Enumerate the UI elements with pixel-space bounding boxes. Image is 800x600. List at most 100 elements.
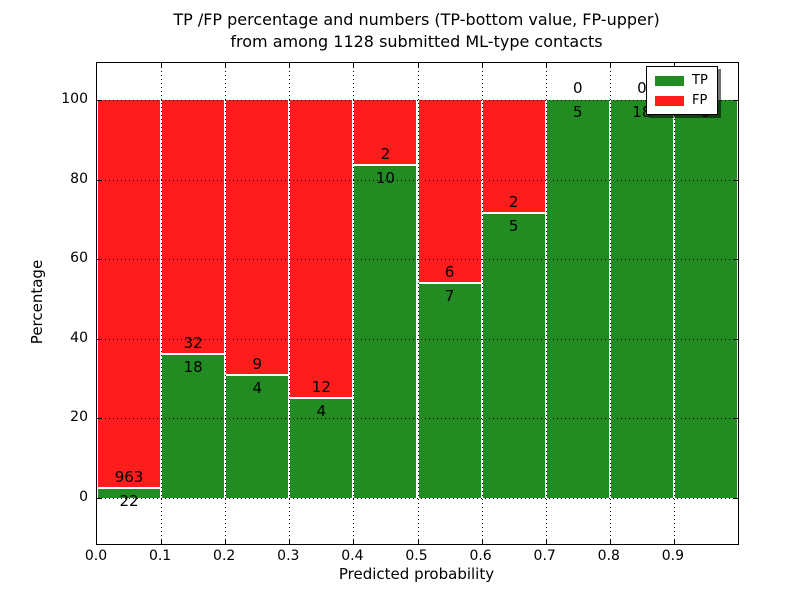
tp-bar-segment [162, 354, 225, 498]
x-tick-top [225, 63, 227, 68]
x-gridline [545, 63, 547, 544]
x-tick-bottom [481, 539, 483, 544]
tp-bar-segment [610, 100, 673, 498]
y-tick-right [733, 259, 738, 261]
x-tick-label: 0.1 [148, 548, 172, 564]
y-tick-left [97, 338, 102, 340]
x-tick-top [417, 63, 419, 68]
x-tick-top [353, 63, 355, 68]
fp-bar-segment [98, 100, 161, 488]
y-tick-label: 0 [79, 489, 88, 505]
x-gridline [481, 63, 483, 544]
x-gridline [673, 63, 675, 544]
x-tick-bottom [417, 539, 419, 544]
tp-bar-segment [546, 100, 609, 498]
legend-entry-label: TP [692, 73, 708, 88]
x-tick-bottom [225, 539, 227, 544]
tp-count-label: 7 [444, 286, 455, 305]
x-tick-label: 0.9 [661, 548, 685, 564]
y-tick-right [733, 498, 738, 499]
x-tick-label: 0.5 [405, 548, 428, 564]
x-tick-bottom [289, 539, 291, 544]
x-tick-label: 0.2 [213, 548, 236, 564]
x-tick-top [289, 63, 291, 68]
chart-title-line2: from among 1128 submitted ML-type contac… [230, 32, 603, 51]
tp-count-label: 5 [572, 103, 583, 121]
y-tick-right [733, 100, 738, 101]
tp-count-label: 5 [508, 216, 519, 235]
chart-title: TP /FP percentage and numbers (TP-bottom… [96, 9, 737, 53]
tp-bar-segment [98, 489, 161, 498]
y-tick-left [97, 498, 102, 499]
x-tick-top [673, 63, 675, 68]
legend-entry: TP [655, 74, 708, 87]
fp-count-label: 6 [444, 262, 455, 281]
x-tick-bottom [161, 539, 163, 544]
x-tick-top [481, 63, 483, 68]
fp-count-label: 2 [508, 192, 519, 211]
fp-bar-segment [226, 100, 289, 374]
tp-count-label: 4 [316, 401, 327, 420]
x-tick-bottom [353, 539, 355, 544]
y-tick-left [97, 418, 102, 420]
x-tick-bottom [545, 539, 547, 544]
x-tick-label: 0.7 [533, 548, 556, 564]
fp-count-label: 32 [183, 333, 203, 352]
tp-count-label: 22 [119, 492, 139, 511]
tp-count-label: 18 [183, 357, 203, 376]
legend: TP FP [646, 66, 718, 115]
x-tick-label: 0.4 [341, 548, 364, 564]
x-gridline [417, 63, 419, 544]
x-tick-label: 0.8 [597, 548, 620, 564]
x-axis-label: Predicted probability [338, 565, 495, 583]
chart-title-line1: TP /FP percentage and numbers (TP-bottom… [173, 10, 660, 29]
tp-legend-swatch [655, 75, 684, 86]
y-tick-label: 100 [61, 91, 88, 107]
legend-entry-label: FP [692, 93, 708, 108]
tp-bar-segment [226, 375, 289, 498]
x-tick-top [545, 63, 547, 68]
fp-count-label: 2 [380, 145, 391, 164]
y-tick-left [97, 179, 102, 181]
y-tick-label: 60 [70, 250, 88, 267]
tp-count-label: 10 [375, 169, 395, 188]
fp-legend-swatch [655, 95, 684, 106]
x-tick-bottom [673, 539, 675, 544]
y-tick-right [733, 418, 738, 420]
fp-count-label: 12 [311, 377, 331, 396]
y-tick-left [97, 100, 102, 101]
fp-bar-segment [482, 100, 545, 212]
fp-bar-segment [354, 100, 417, 165]
y-tick-label: 40 [70, 329, 88, 346]
x-tick-top [161, 63, 163, 68]
x-tick-bottom [609, 539, 611, 544]
y-tick-left [97, 259, 102, 261]
y-tick-right [733, 179, 738, 181]
legend-entry: FP [655, 94, 708, 107]
x-gridline [161, 63, 163, 544]
x-gridline [609, 63, 611, 544]
fp-count-label: 0 [637, 79, 647, 97]
x-tick-label: 0.3 [277, 548, 300, 564]
fp-count-label: 0 [572, 79, 583, 97]
tp-bar-segment [354, 166, 417, 498]
tp-count-label: 4 [252, 378, 262, 397]
x-tick-top [609, 63, 611, 68]
y-tick-right [733, 338, 738, 340]
tp-bar-segment [290, 398, 353, 498]
y-tick-label: 20 [70, 409, 88, 426]
x-gridline [353, 63, 355, 544]
y-tick-label: 80 [70, 170, 88, 187]
fp-count-label: 9 [252, 354, 262, 373]
tp-bar-segment [482, 213, 545, 498]
tp-bar-segment [674, 100, 737, 498]
x-tick-label: 0.6 [469, 548, 492, 564]
fp-bar-segment [418, 100, 481, 282]
fp-bar-segment [162, 100, 225, 353]
fp-count-label: 963 [114, 468, 144, 487]
x-tick-label: 0.0 [84, 548, 108, 564]
tp-bar-segment [418, 283, 481, 498]
x-gridline [289, 63, 291, 544]
